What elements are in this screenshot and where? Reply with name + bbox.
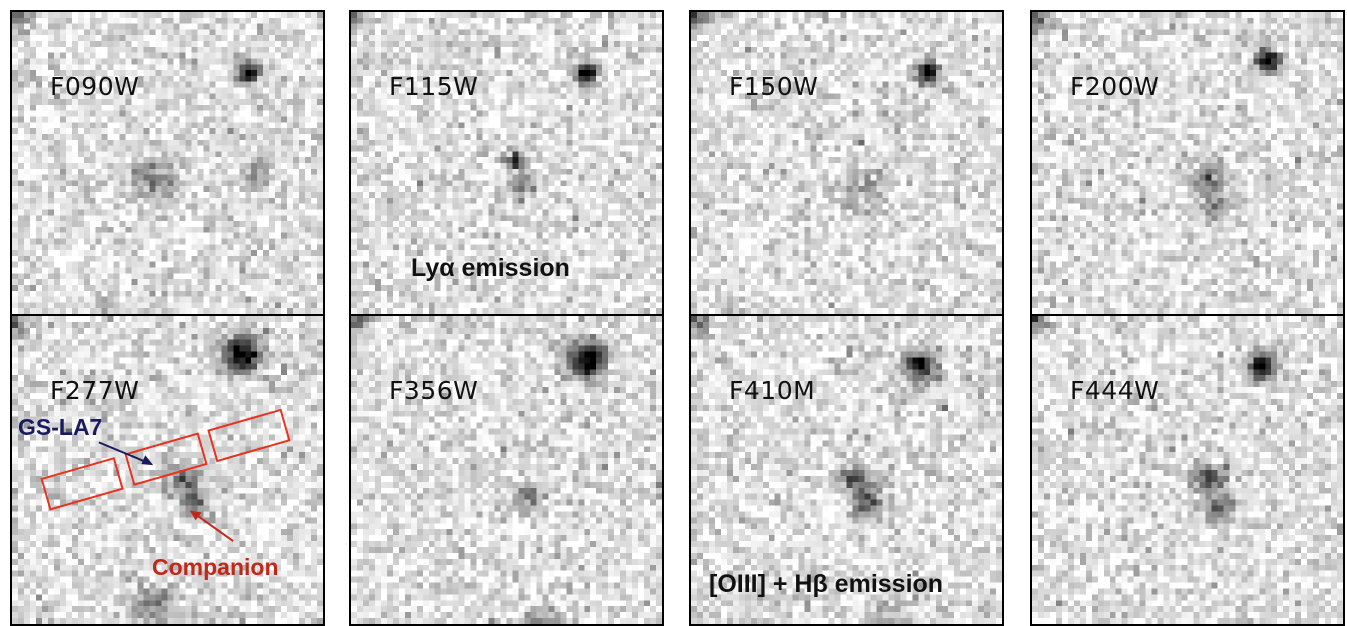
filter-label: F356W	[389, 376, 479, 405]
panel-f356w: F356W	[349, 314, 664, 626]
image-cutout	[351, 316, 662, 624]
annotation-overlay	[40, 408, 291, 542]
filter-label: F200W	[1070, 72, 1160, 101]
lya-emission-note: Lyα emission	[411, 254, 570, 282]
slit-box-right	[207, 408, 291, 463]
slit-boxes	[40, 408, 291, 511]
companion-arrow	[189, 510, 234, 542]
image-cutout	[691, 316, 1002, 624]
filter-label: F115W	[389, 72, 479, 101]
gs-la7-label: GS-LA7	[18, 414, 103, 440]
companion-label: Companion	[152, 554, 279, 580]
panel-f410m: F410M [OIII] + Hβ emission	[689, 314, 1004, 626]
panel-f090w: F090W	[10, 10, 325, 316]
slit-box-left	[40, 457, 124, 511]
panel-f115w: F115W Lyα emission	[349, 10, 664, 316]
filter-label: F150W	[729, 72, 819, 101]
panel-f444w: F444W	[1030, 314, 1345, 626]
filter-label: F277W	[50, 376, 140, 405]
image-cutout	[12, 316, 323, 624]
image-cutout	[1032, 12, 1343, 314]
panel-f150w: F150W	[689, 10, 1004, 316]
panel-f200w: F200W	[1030, 10, 1345, 316]
filter-label: F410M	[729, 376, 816, 405]
image-cutout	[1032, 316, 1343, 624]
image-cutout	[691, 12, 1002, 314]
panel-f277w: F277W GS-LA7 Companion	[10, 314, 325, 626]
filter-label: F444W	[1070, 376, 1160, 405]
target-arrow	[98, 441, 154, 466]
slit-box-center	[124, 432, 208, 486]
image-cutout	[12, 12, 323, 314]
oiii-hb-emission-note: [OIII] + Hβ emission	[709, 570, 944, 598]
filter-label: F090W	[50, 72, 140, 101]
image-cutout	[351, 12, 662, 314]
